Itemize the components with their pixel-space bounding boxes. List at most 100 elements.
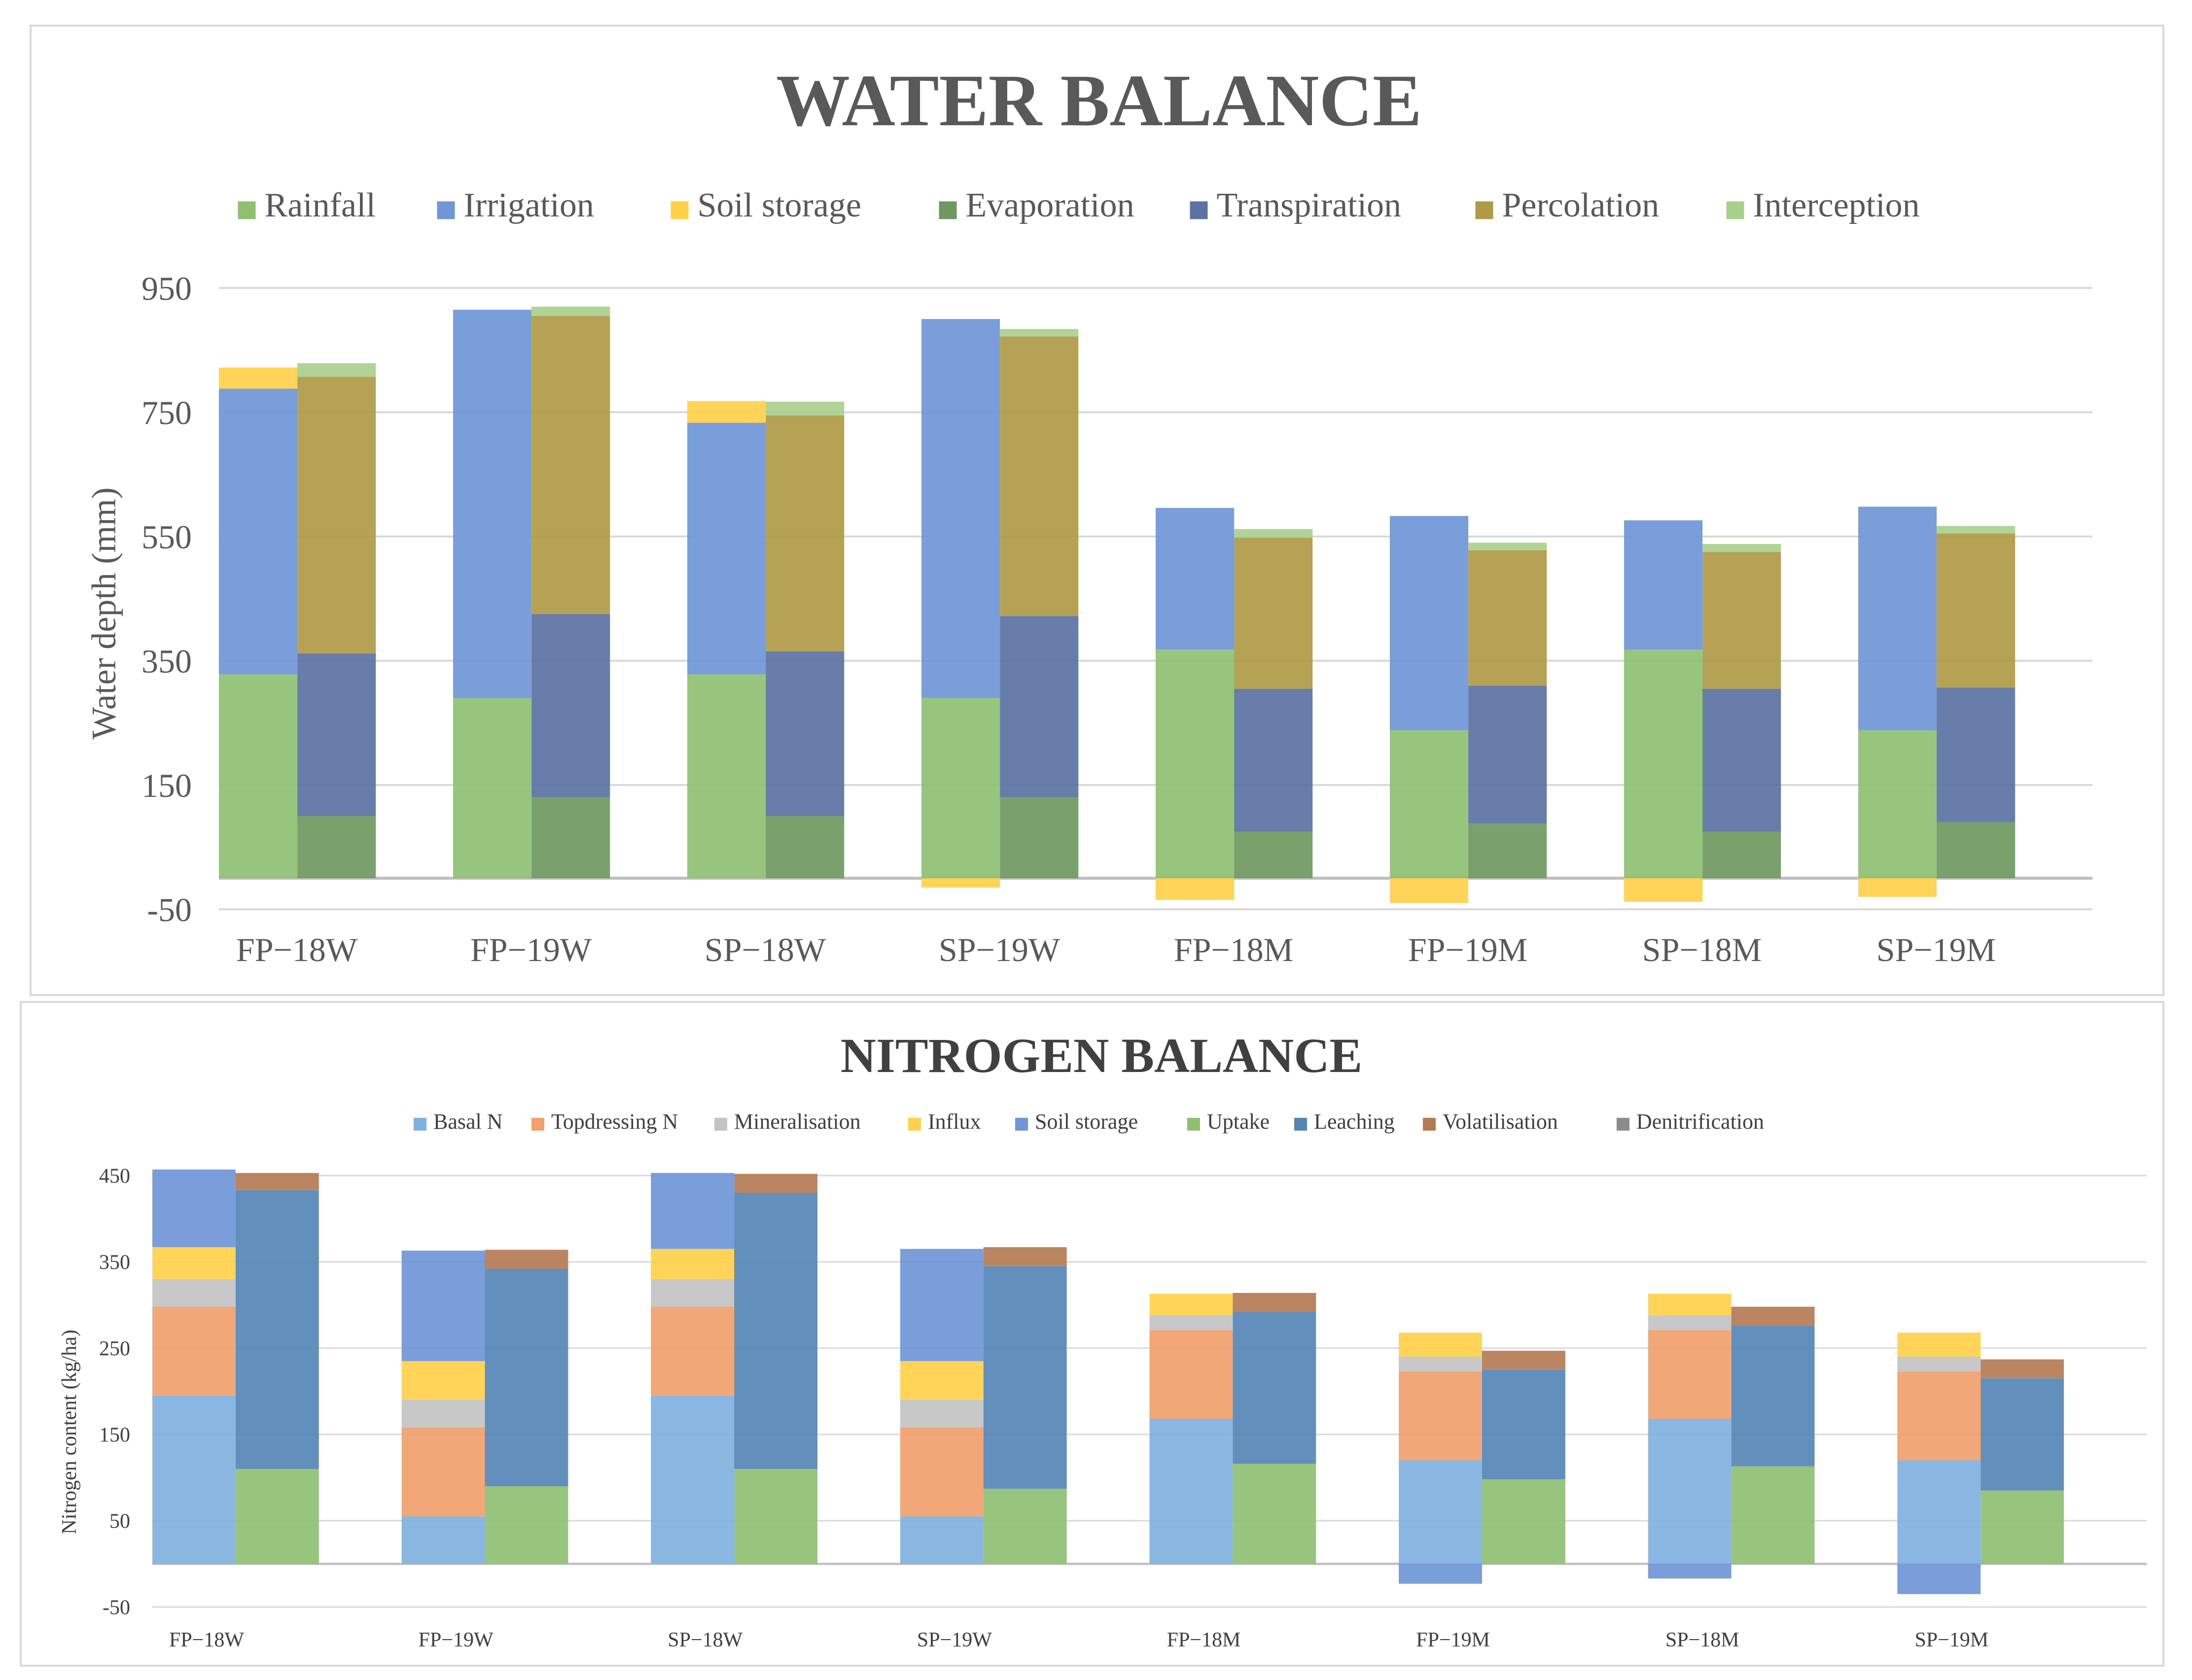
bar-basal-n: [1648, 1419, 1732, 1564]
y-tick-label: -50: [147, 891, 192, 929]
bar-evaporation: [1468, 823, 1547, 878]
bar-volatilisation: [1233, 1293, 1316, 1312]
legend-label-irrigation: Irrigation: [464, 186, 594, 224]
y-tick-label: 350: [99, 1251, 130, 1274]
bar-uptake: [1980, 1490, 2064, 1564]
legend-swatch-basal-n: [414, 1117, 426, 1131]
bar-influx: [1399, 1332, 1483, 1357]
x-tick-label: SP−18W: [668, 1629, 742, 1651]
bar-percolation: [766, 415, 845, 652]
bar-volatilisation: [1482, 1351, 1565, 1370]
bar-topdressing-n: [651, 1307, 735, 1396]
bar-leaching: [734, 1193, 818, 1469]
bar-uptake: [1731, 1466, 1815, 1564]
bar-topdressing-n: [900, 1428, 984, 1517]
bar-mineralisation: [1648, 1315, 1732, 1330]
water-balance-title: WATER BALANCE: [776, 60, 1422, 142]
y-tick-label: 350: [141, 643, 192, 680]
nitrogen-balance-chart: NITROGEN BALANCE Basal N Topdressing N Min…: [58, 1028, 2147, 1651]
bar-rainfall: [1624, 649, 1703, 878]
legend-label-rainfall: Rainfall: [265, 186, 376, 224]
legend-swatch-evaporation: [939, 201, 957, 219]
bar-basal-n: [900, 1516, 984, 1564]
nitrogen-x-ticks: FP−18W FP−19W SP−18W SP−19W FP−18M FP−19M SP−1…: [169, 1629, 1988, 1651]
bar-soil-storage: [1648, 1564, 1732, 1579]
legend-label-soil-storage: Soil storage: [698, 186, 861, 224]
bar-irrigation: [1156, 508, 1235, 650]
bar-mineralisation: [651, 1279, 735, 1307]
bar-evaporation: [766, 816, 845, 878]
bar-volatilisation: [485, 1250, 568, 1269]
bar-leaching: [1233, 1312, 1316, 1464]
bar-volatilisation: [1731, 1307, 1815, 1326]
legend-swatch-influx: [908, 1117, 921, 1131]
bar-evaporation: [531, 797, 610, 878]
water-legend: Rainfall Irrigation Soil storage Evaporatio…: [238, 186, 1920, 224]
bar-mineralisation: [1399, 1357, 1483, 1372]
legend-swatch-mineralisation: [714, 1117, 727, 1131]
bar-soil-storage: [1624, 878, 1703, 902]
bar-uptake: [1233, 1464, 1316, 1564]
bar-percolation: [531, 316, 610, 614]
bar-irrigation: [453, 310, 532, 698]
bar-interception: [766, 401, 845, 416]
bar-percolation: [297, 377, 376, 653]
bar-uptake: [1482, 1479, 1565, 1564]
legend-label-topdressing-n: Topdressing N: [551, 1109, 678, 1134]
y-tick-label: 950: [141, 270, 192, 307]
x-tick-label: FP−19M: [1408, 931, 1527, 968]
legend-swatch-rainfall: [238, 201, 256, 219]
y-tick-label: 150: [141, 767, 192, 804]
bar-transpiration: [1234, 688, 1313, 832]
legend-swatch-topdressing-n: [531, 1117, 544, 1131]
bar-transpiration: [531, 614, 610, 798]
bar-uptake: [983, 1489, 1067, 1564]
bar-soil-storage: [687, 401, 766, 423]
bar-influx: [900, 1361, 984, 1400]
bar-evaporation: [1702, 831, 1781, 878]
bar-leaching: [1980, 1378, 2064, 1491]
legend-swatch-irrigation: [437, 201, 455, 219]
bar-influx: [651, 1249, 735, 1279]
legend-label-uptake: Uptake: [1207, 1109, 1270, 1134]
water-balance-chart: WATER BALANCE Rainfall Irrigation Soil sto…: [85, 60, 2092, 968]
bar-influx: [152, 1247, 236, 1279]
x-tick-label: SP−18W: [705, 931, 826, 968]
bar-basal-n: [1897, 1460, 1981, 1564]
bar-volatilisation: [983, 1247, 1067, 1266]
legend-label-transpiration: Transpiration: [1217, 186, 1402, 224]
bar-topdressing-n: [1897, 1371, 1981, 1461]
bar-irrigation: [921, 319, 1000, 698]
legend-label-leaching: Leaching: [1314, 1109, 1395, 1134]
x-tick-label: FP−18W: [169, 1629, 244, 1651]
bar-evaporation: [1234, 831, 1313, 878]
x-tick-label: SP−19W: [939, 931, 1061, 968]
legend-swatch-volatilisation: [1423, 1117, 1436, 1131]
bar-topdressing-n: [401, 1428, 485, 1517]
bar-basal-n: [1399, 1460, 1483, 1564]
bar-percolation: [1000, 336, 1079, 616]
x-tick-label: FP−19W: [470, 931, 592, 968]
bar-basal-n: [401, 1516, 485, 1564]
bar-transpiration: [1000, 616, 1079, 798]
y-tick-label: 750: [141, 394, 192, 431]
bar-leaching: [235, 1190, 319, 1469]
legend-label-volatilisation: Volatilisation: [1443, 1109, 1558, 1134]
bar-soil-storage: [1156, 878, 1235, 900]
bar-topdressing-n: [1149, 1330, 1233, 1419]
bar-soil-storage: [1399, 1564, 1483, 1584]
bar-rainfall: [1156, 649, 1235, 878]
bar-soil-storage: [651, 1173, 735, 1249]
legend-swatch-percolation: [1475, 201, 1493, 219]
bar-uptake: [235, 1469, 319, 1564]
bar-topdressing-n: [1648, 1330, 1732, 1419]
bar-soil-storage: [1858, 878, 1937, 897]
water-balance-panel: WATER BALANCE Rainfall Irrigation Soil sto…: [30, 25, 2164, 996]
bar-transpiration: [1468, 685, 1547, 824]
legend-label-mineralisation: Mineralisation: [734, 1109, 861, 1134]
bar-mineralisation: [1897, 1357, 1981, 1372]
x-tick-label: FP−19M: [1416, 1629, 1490, 1651]
bar-percolation: [1468, 550, 1547, 686]
bar-rainfall: [687, 674, 766, 878]
bar-transpiration: [1702, 688, 1781, 832]
